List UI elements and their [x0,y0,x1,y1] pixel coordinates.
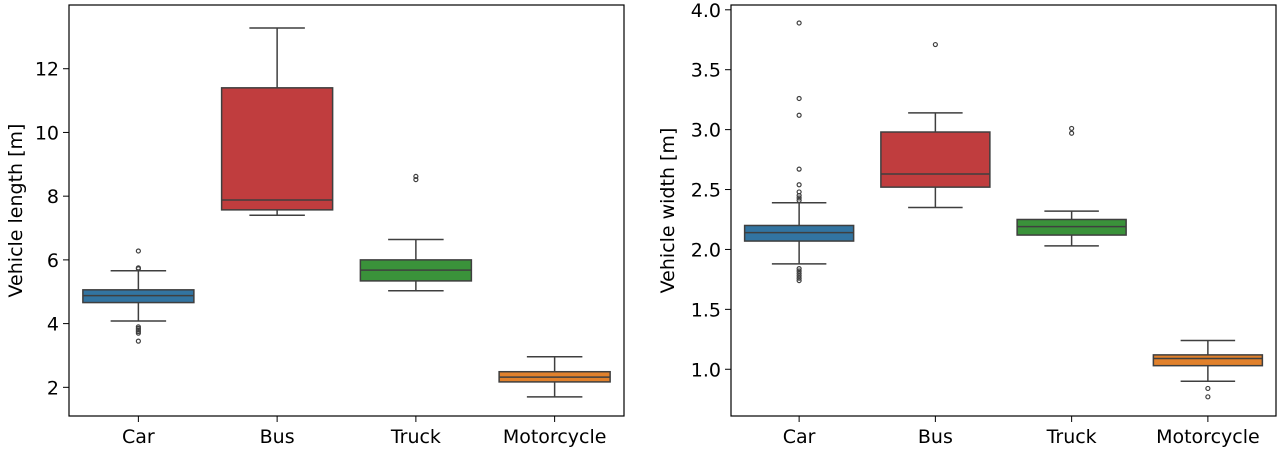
y-tick-label: 3.5 [691,60,721,82]
y-axis-label: Vehicle width [m] [657,128,679,294]
x-tick-label: Bus [918,426,953,448]
outlier-point [796,275,802,281]
box-truck [359,173,473,292]
outlier-point [135,324,141,330]
x-tick-label: Car [122,426,155,448]
outlier-point [135,338,141,344]
y-axis-label: Vehicle length [m] [5,124,27,298]
axes-frame [68,4,625,417]
outlier-point [796,189,802,195]
outlier-point [796,182,802,188]
chart-panel-2: 1.0 1.5 2.0 2.5 3.0 3.5 4.0 Vehicle width [m] Ca… [657,0,1277,448]
outlier-point [413,173,419,180]
outlier-point [135,248,141,254]
x-tick-label: Car [783,426,816,448]
box-car [743,20,855,284]
y-tick-label: 1.5 [691,299,721,321]
outlier-point [1069,125,1075,132]
box-motorcycle [1152,339,1264,400]
box-bus [220,27,334,217]
y-tick-label: 1.0 [691,359,721,381]
x-tick-label: Bus [260,426,295,448]
chart-panel-1: 2 4 6 8 10 12 Vehicle length [m] Car Bus Truck Mot… [5,4,625,448]
box-truck [1016,125,1127,247]
outlier-point [796,195,802,201]
axes-frame [730,4,1277,417]
outlier-point [1205,385,1211,392]
outlier-point [796,95,802,102]
y-tick-label: 2.0 [691,239,721,261]
outlier-point [796,277,802,284]
box-bus [880,41,991,209]
x-tick-label: Motorcycle [1156,426,1260,448]
y-tick-label: 2 [47,377,59,399]
y-tick-label: 4.0 [691,0,721,22]
outlier-point [1069,130,1075,136]
outlier-point [796,268,802,274]
y-tick-label: 2.5 [691,180,721,202]
y-tick-label: 3.0 [691,120,721,142]
box-car [82,248,195,344]
outlier-point [413,176,419,183]
y-tick-label: 6 [47,250,59,272]
outlier-point [796,20,802,26]
outlier-point [796,166,802,172]
y-tick-label: 4 [47,314,59,336]
x-tick-label: Truck [1046,426,1097,448]
iqr-box [1152,354,1264,367]
iqr-box [880,131,991,188]
outlier-point [796,197,802,203]
iqr-box [220,87,334,211]
box-motorcycle [498,355,611,398]
outlier-point [932,41,938,48]
x-tick-label: Truck [390,426,441,448]
y-tick-label: 8 [47,186,59,208]
y-tick-label: 12 [35,59,59,81]
y-tick-label: 10 [35,122,59,144]
x-tick-label: Motorcycle [503,426,607,448]
outlier-point [796,112,802,118]
outlier-point [796,266,802,272]
outlier-point [135,265,141,271]
outlier-point [796,270,802,277]
outlier-point [796,273,802,279]
outlier-point [1205,394,1211,400]
